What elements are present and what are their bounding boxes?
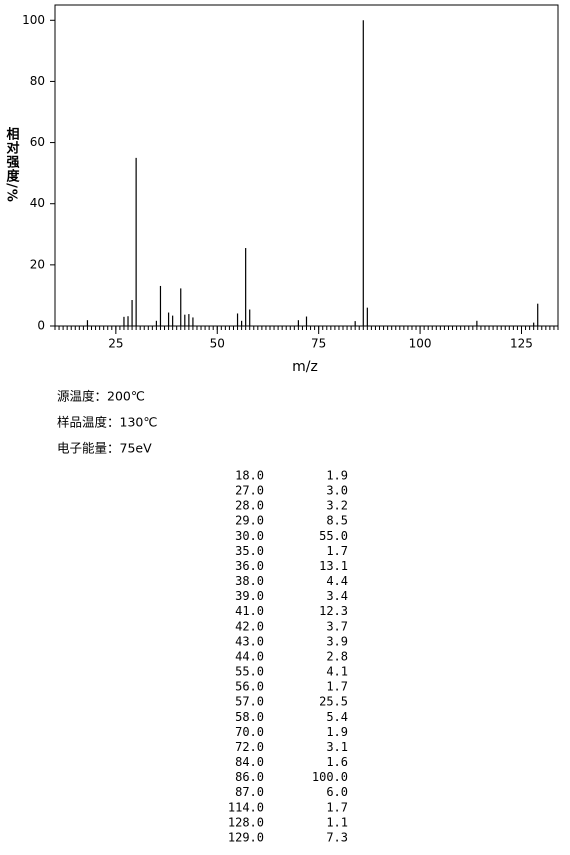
y-tick-label: 60 [30,135,45,149]
x-tick-label: 25 [108,337,123,351]
intensity-cell: 4.1 [326,665,348,679]
mz-cell: 86.0 [235,770,264,784]
intensity-cell: 3.9 [326,634,348,648]
intensity-cell: 1.9 [326,469,348,483]
mz-cell: 42.0 [235,619,264,633]
intensity-cell: 1.7 [326,544,348,558]
intensity-cell: 1.6 [326,755,348,769]
intensity-cell: 1.1 [326,815,348,829]
x-tick-label: 50 [210,337,225,351]
mz-cell: 30.0 [235,529,264,543]
intensity-cell: 7.3 [326,830,348,844]
mz-cell: 56.0 [235,680,264,694]
mz-cell: 87.0 [235,785,264,799]
y-tick-label: 0 [37,319,45,333]
intensity-cell: 1.7 [326,680,348,694]
intensity-cell: 25.5 [319,695,348,709]
y-tick-label: 100 [22,13,45,27]
x-tick-label: 100 [409,337,432,351]
mz-cell: 44.0 [235,649,264,663]
mz-cell: 58.0 [235,710,264,724]
intensity-cell: 12.3 [319,604,348,618]
mz-cell: 29.0 [235,514,264,528]
intensity-cell: 55.0 [319,529,348,543]
intensity-cell: 100.0 [312,770,348,784]
mz-cell: 129.0 [228,830,264,844]
y-tick-label: 20 [30,257,45,271]
intensity-cell: 2.8 [326,649,348,663]
intensity-cell: 1.9 [326,725,348,739]
intensity-cell: 8.5 [326,514,348,528]
intensity-cell: 6.0 [326,785,348,799]
mz-cell: 128.0 [228,815,264,829]
x-axis-label: m/z [292,359,318,375]
condition-line: 样品温度：130℃ [57,415,157,430]
y-tick-label: 40 [30,196,45,210]
mz-cell: 35.0 [235,544,264,558]
mz-cell: 43.0 [235,634,264,648]
mz-cell: 55.0 [235,665,264,679]
mz-cell: 84.0 [235,755,264,769]
condition-line: 电子能量：75eV [57,441,152,456]
intensity-cell: 3.2 [326,499,348,513]
intensity-cell: 3.1 [326,740,348,754]
x-tick-label: 75 [311,337,326,351]
mz-cell: 36.0 [235,559,264,573]
y-axis-label: 相对强度/% [4,127,20,203]
x-tick-label: 125 [510,337,533,351]
mz-cell: 57.0 [235,695,264,709]
mz-cell: 72.0 [235,740,264,754]
plot-frame [54,4,559,327]
intensity-cell: 5.4 [326,710,348,724]
condition-line: 源温度：200℃ [57,389,145,404]
intensity-cell: 1.7 [326,800,348,814]
y-tick-label: 80 [30,74,45,88]
intensity-cell: 3.4 [326,589,348,603]
mz-cell: 39.0 [235,589,264,603]
intensity-cell: 3.7 [326,619,348,633]
mz-cell: 70.0 [235,725,264,739]
mz-cell: 38.0 [235,574,264,588]
intensity-cell: 13.1 [319,559,348,573]
mz-cell: 114.0 [228,800,264,814]
intensity-cell: 3.0 [326,484,348,498]
mz-cell: 18.0 [235,469,264,483]
intensity-cell: 4.4 [326,574,348,588]
mz-cell: 41.0 [235,604,264,618]
mz-cell: 28.0 [235,499,264,513]
mz-cell: 27.0 [235,484,264,498]
